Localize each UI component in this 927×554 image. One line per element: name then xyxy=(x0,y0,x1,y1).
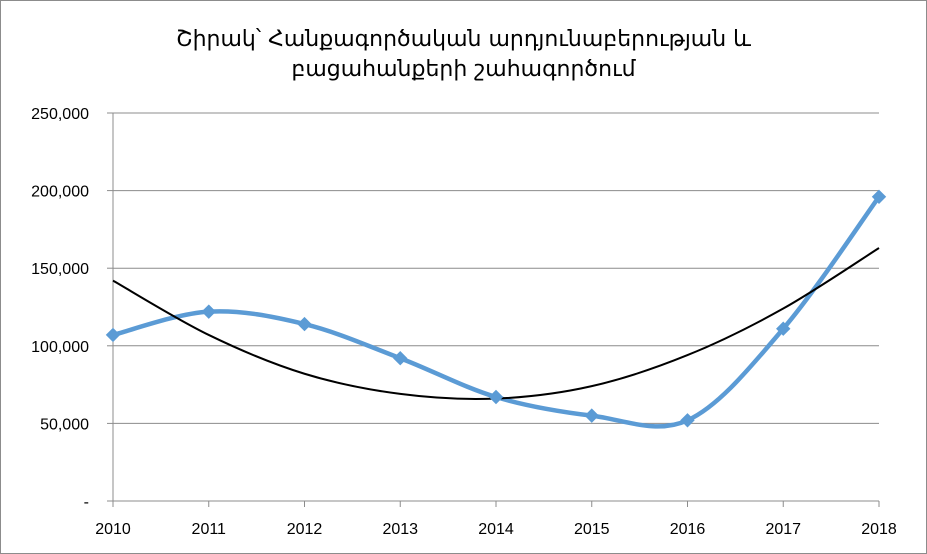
x-tick-label: 2012 xyxy=(287,521,323,538)
data-point-marker xyxy=(776,321,791,336)
y-tick-label: - xyxy=(84,494,89,511)
y-tick-label: 50,000 xyxy=(40,416,89,433)
x-tick-label: 2016 xyxy=(670,521,706,538)
data-point-marker xyxy=(584,408,599,423)
y-tick-label: 250,000 xyxy=(31,106,89,123)
x-tick-label: 2010 xyxy=(95,521,131,538)
data-point-marker xyxy=(201,304,216,319)
x-tick-label: 2014 xyxy=(478,521,514,538)
data-point-marker xyxy=(680,413,695,428)
y-tick-label: 100,000 xyxy=(31,339,89,356)
x-tick-label: 2015 xyxy=(574,521,610,538)
chart-title-line-2: բացահանքերի շահագործում xyxy=(291,57,636,82)
chart-title: Շիրակ՝ Հանքագործական արդյունաբերության և… xyxy=(1,25,926,85)
data-point-marker xyxy=(105,327,121,343)
data-point-marker xyxy=(871,189,887,205)
x-tick-label: 2011 xyxy=(192,521,227,538)
chart-title-line-1: Շիրակ՝ Հանքագործական արդյունաբերության և xyxy=(175,27,752,52)
y-tick-label: 200,000 xyxy=(31,184,89,201)
trendline xyxy=(112,247,880,400)
series-line xyxy=(110,194,882,429)
data-point-marker xyxy=(488,389,504,405)
x-tick-label: 2018 xyxy=(861,521,897,538)
x-tick-label: 2017 xyxy=(765,521,801,538)
x-tick-label: 2013 xyxy=(382,521,418,538)
data-point-marker xyxy=(297,316,312,332)
y-tick-label: 150,000 xyxy=(31,261,89,278)
data-point-marker xyxy=(393,351,408,366)
